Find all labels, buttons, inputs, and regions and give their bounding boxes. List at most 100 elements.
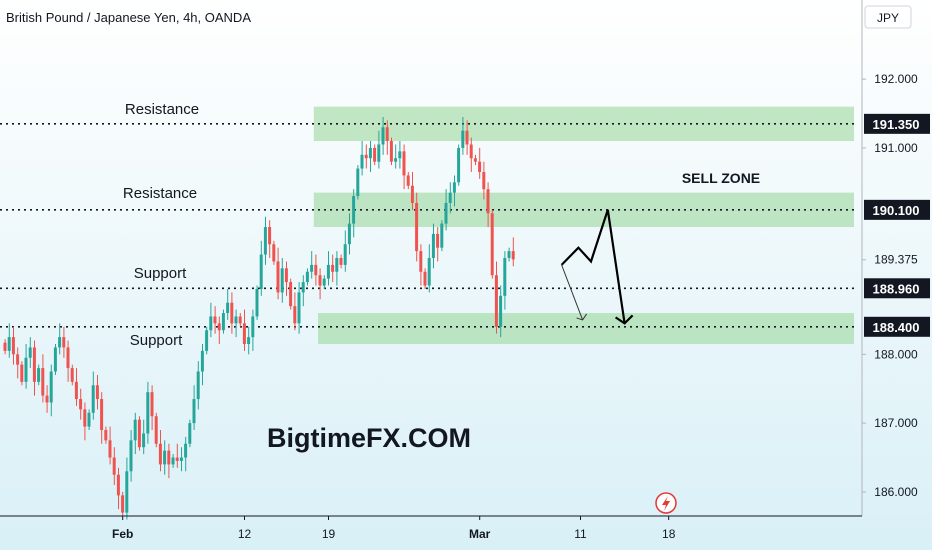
time-axis[interactable]: Feb 12 19 Mar 11 18 [0, 515, 862, 541]
level-labels: 191.350 190.100 188.960 188.400 [864, 113, 930, 337]
candle-body [423, 271, 427, 286]
candle-body [276, 261, 280, 293]
candle-body [66, 347, 70, 369]
candle-body [335, 258, 339, 272]
time-tick-label: 18 [662, 527, 676, 541]
projection-arrowhead-secondary [576, 313, 588, 321]
candle-body [347, 223, 351, 245]
candle-body [452, 182, 456, 193]
candle-body [24, 357, 28, 382]
candle-body [389, 141, 393, 162]
candle-body [406, 175, 410, 186]
candle-body [431, 233, 435, 258]
candle-body [142, 433, 146, 448]
level-label-box [864, 113, 930, 134]
time-tick-label: 11 [574, 527, 587, 541]
candle-body [301, 282, 305, 293]
time-tick-label: 12 [238, 527, 252, 541]
event-marker-icon[interactable] [655, 492, 677, 514]
candle-body [398, 151, 402, 159]
candle-body [150, 392, 154, 417]
candle-body [436, 233, 440, 248]
candle-body [251, 316, 255, 338]
projection-path-secondary [561, 264, 584, 321]
candle-body [284, 268, 288, 283]
candle-body [318, 275, 322, 286]
annotation-support-lower: Support [130, 332, 183, 349]
chart-title: British Pound / Japanese Yen, 4h, OANDA [6, 10, 251, 25]
candle-body [377, 144, 381, 162]
candle-body [121, 495, 125, 513]
candle-body [310, 264, 314, 272]
currency-button[interactable] [864, 5, 912, 29]
candle-body [108, 440, 112, 458]
candle-body [419, 251, 423, 272]
candle-body [272, 244, 276, 262]
candle-body [45, 395, 49, 403]
candle-body [192, 399, 196, 424]
candle-body [415, 202, 419, 252]
annotation-sell-zone: SELL ZONE [682, 170, 760, 186]
candle-body [394, 158, 398, 162]
candle-body [188, 423, 192, 444]
candle-body [146, 392, 150, 434]
candle-body [360, 154, 364, 169]
candle-body [494, 275, 498, 327]
level-label-box [864, 316, 930, 337]
candle-body [112, 457, 116, 475]
candle-body [41, 368, 45, 396]
candle-body [179, 457, 183, 461]
candle-body [62, 337, 66, 348]
price-axis[interactable]: JPY 186.000187.000188.000189.375191.0001… [861, 0, 930, 516]
level-label-text: 188.400 [873, 320, 920, 335]
candle-body [410, 185, 414, 203]
candle-body [137, 419, 141, 448]
levels-layer [0, 123, 858, 328]
candle-body [87, 412, 91, 427]
candle-body [444, 202, 448, 224]
annotation-resistance-lower: Resistance [123, 185, 197, 202]
price-tick-label: 188.000 [874, 347, 918, 361]
candle-body [259, 254, 263, 289]
candle-body [322, 278, 326, 286]
candle-body [490, 213, 494, 276]
candle-body [3, 342, 7, 351]
price-ticks: 186.000 187.000 188.000 189.375 191.000 192.0… [862, 72, 918, 499]
candle-body [507, 251, 511, 258]
candle-body [499, 295, 503, 327]
candle-body [53, 347, 57, 372]
level-label-box [864, 199, 930, 220]
candle-body [293, 306, 297, 324]
candle-body [289, 282, 293, 307]
projection-layer [560, 209, 634, 325]
candle-body [221, 313, 225, 331]
candle-body [297, 292, 301, 324]
candle-body [196, 371, 200, 400]
candle-body [305, 271, 309, 283]
candle-body [83, 409, 87, 427]
candle-body [503, 258, 507, 296]
candle-body [230, 302, 234, 324]
time-ticks: Feb 12 19 Mar 11 18 [112, 516, 676, 541]
candle-body [482, 172, 486, 190]
candle-body [49, 371, 53, 403]
candle-body [154, 416, 158, 444]
candle-body [37, 368, 41, 382]
candle-body [167, 450, 171, 465]
candles-layer [3, 116, 515, 520]
price-tick-label: 187.000 [874, 416, 918, 430]
candle-body [263, 227, 267, 255]
candle-body [16, 354, 20, 365]
price-tick-label: 186.000 [874, 485, 918, 499]
candle-body [427, 258, 431, 286]
zone-rect-2 [318, 313, 854, 344]
candle-body [205, 330, 209, 351]
candle-body [100, 399, 104, 430]
currency-label: JPY [877, 11, 899, 25]
candle-body [473, 158, 477, 162]
candle-body [213, 316, 217, 324]
candle-body [381, 127, 385, 145]
candle-body [125, 471, 129, 513]
